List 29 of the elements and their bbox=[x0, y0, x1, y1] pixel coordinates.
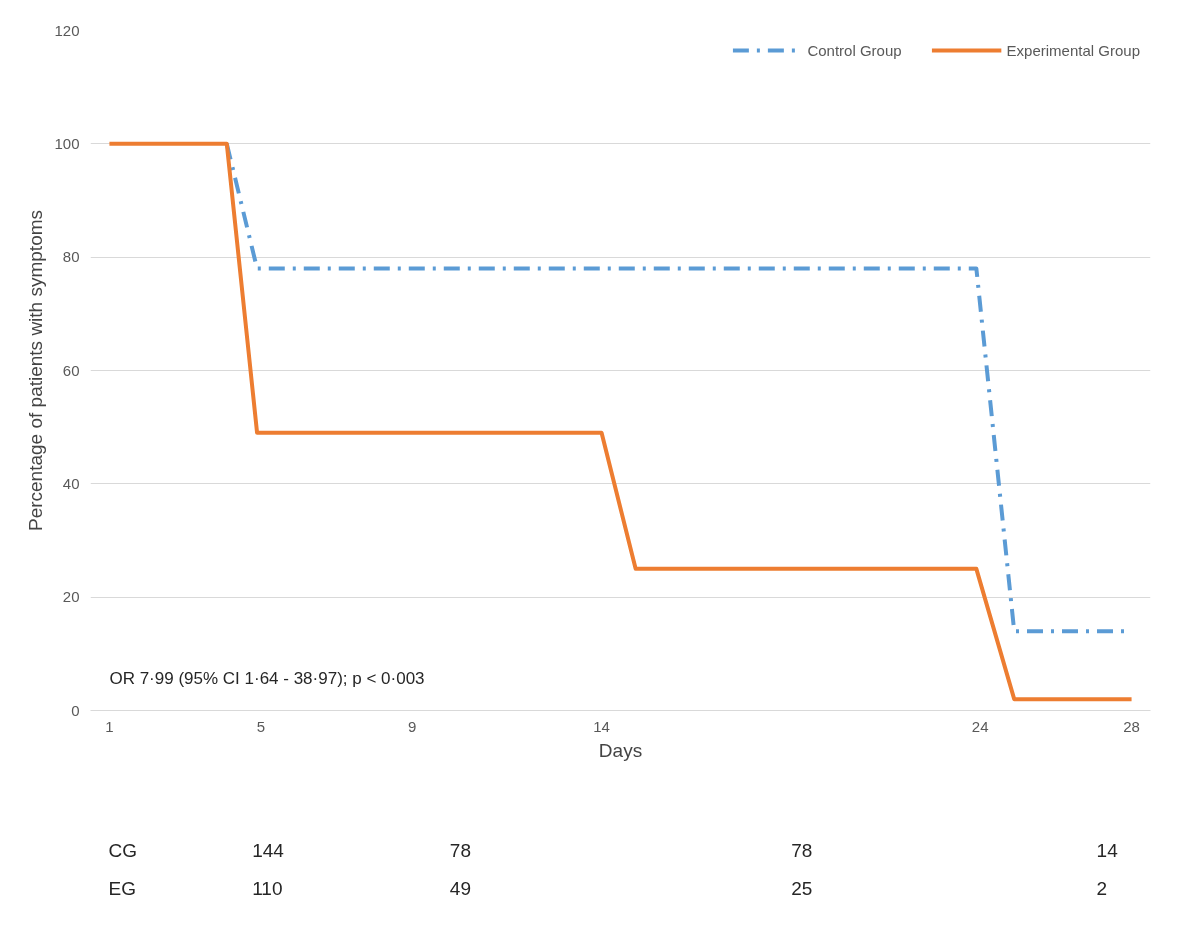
text: EG bbox=[108, 878, 136, 899]
y-tick-label: 20 bbox=[62, 588, 80, 606]
text: 2 bbox=[1096, 878, 1108, 899]
y-tick-label: 100 bbox=[54, 134, 80, 152]
text: 14 bbox=[1096, 840, 1119, 861]
x-tick-label: 9 bbox=[408, 717, 417, 735]
x-tick-label: 1 bbox=[105, 717, 114, 735]
y-tick-label: 60 bbox=[62, 361, 80, 379]
legend-label: Control Group bbox=[807, 41, 902, 59]
x-tick-label: 28 bbox=[1123, 717, 1140, 735]
x-tick-label: 5 bbox=[256, 717, 266, 735]
text: 144 bbox=[252, 840, 285, 861]
y-tick-label: 40 bbox=[62, 474, 80, 492]
y-axis-title: Percentage of patients with symptoms bbox=[25, 209, 47, 532]
y-tick-label: 0 bbox=[71, 701, 80, 719]
annotation: OR 7·99 (95% CI 1·64 - 38·97); p < 0·003 bbox=[109, 668, 425, 688]
y-tick-label: 120 bbox=[54, 21, 80, 39]
text: 49 bbox=[449, 878, 471, 899]
text: 78 bbox=[449, 840, 471, 861]
line-series bbox=[107, 141, 1134, 702]
x-tick-label: 14 bbox=[593, 717, 610, 735]
x-tick-label: 24 bbox=[971, 717, 989, 735]
text: CG bbox=[108, 840, 137, 861]
text: 110 bbox=[252, 878, 283, 899]
legend-label: Experimental Group bbox=[1006, 41, 1140, 59]
text: 78 bbox=[791, 840, 813, 861]
text: 25 bbox=[791, 878, 813, 899]
x-axis-title: Days bbox=[598, 739, 643, 761]
y-tick-label: 80 bbox=[62, 248, 80, 266]
